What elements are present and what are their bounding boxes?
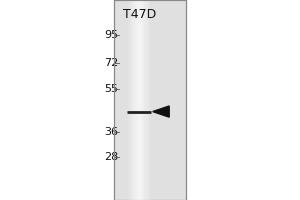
Bar [127,0,128,200]
Bar [132,0,133,200]
Text: 28: 28 [104,152,118,162]
Bar [143,0,144,200]
Bar [134,0,136,200]
Bar [114,0,186,200]
Text: 55: 55 [104,84,118,94]
Bar [148,0,149,200]
Bar [145,0,146,200]
Bar [138,0,139,200]
Text: T47D: T47D [123,8,156,21]
Text: 72: 72 [104,58,118,68]
Bar [130,0,131,200]
Bar [144,0,145,200]
Bar [136,0,137,200]
Bar [133,0,134,200]
Bar [128,0,130,200]
Bar [139,0,140,200]
Bar [131,0,132,200]
Bar [137,0,138,200]
Bar [146,0,148,200]
Bar [150,0,151,200]
Bar [142,0,143,200]
Text: 95: 95 [104,30,118,40]
Bar [140,0,142,200]
Text: 36: 36 [104,127,118,137]
Bar [149,0,150,200]
Polygon shape [153,106,169,117]
